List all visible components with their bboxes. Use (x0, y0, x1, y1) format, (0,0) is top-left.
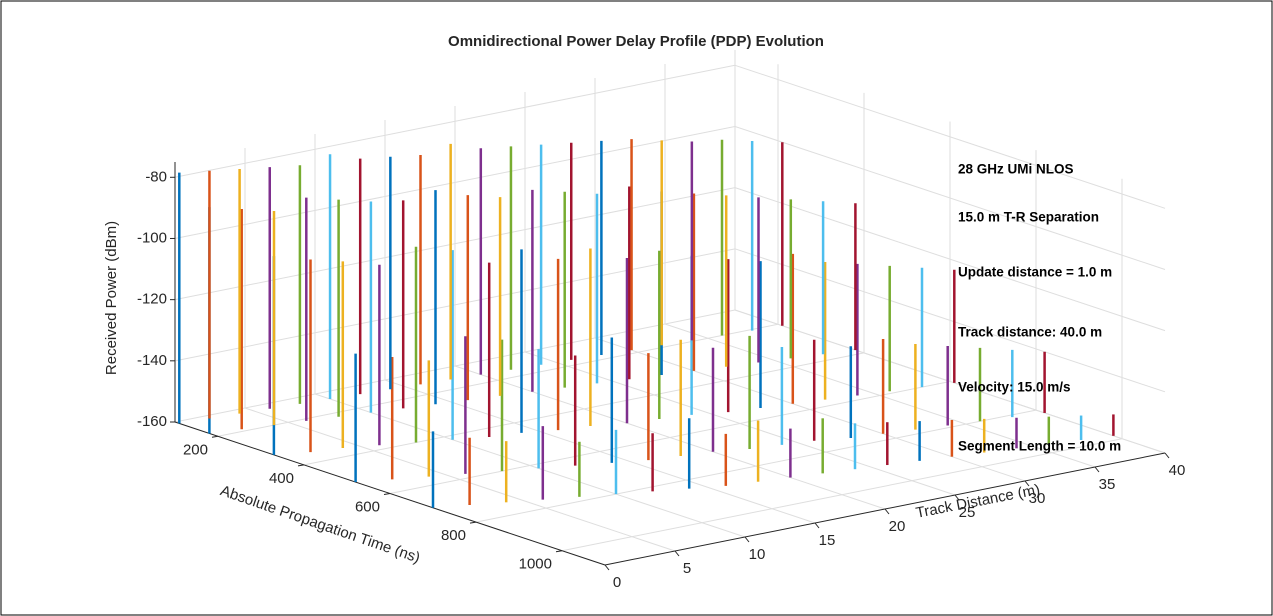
grid-line (389, 381, 951, 494)
x-tick-label: 30 (1029, 490, 1046, 507)
tick-mark (814, 522, 820, 529)
x-tick-label: 5 (683, 560, 691, 577)
y-tick-label: 200 (183, 441, 208, 458)
y-tick-label: 800 (441, 527, 466, 544)
y-tick-label: 600 (355, 498, 380, 515)
x-tick-label: 15 (819, 532, 836, 549)
tick-mark (469, 521, 477, 524)
y-tick-label: 1000 (519, 556, 552, 573)
tick-mark (744, 536, 750, 543)
grid-line (174, 64, 736, 178)
x-tick-label: 20 (889, 518, 906, 535)
z-tick-label: -120 (137, 291, 167, 308)
grid-line (734, 125, 1166, 270)
tick-mark (297, 464, 305, 467)
x-tick-label: 10 (749, 546, 766, 563)
grid-line (174, 125, 736, 239)
z-tick-label: -80 (145, 168, 167, 185)
grid-line (734, 187, 1166, 332)
tick-mark (1094, 466, 1100, 473)
z-tick-label: -140 (137, 352, 167, 369)
grid-line (561, 438, 1123, 552)
grid-line (174, 187, 736, 301)
x-tick-label: 35 (1099, 476, 1116, 493)
tick-mark (383, 493, 391, 495)
tick-mark (954, 494, 960, 501)
y-tick-label: 400 (269, 470, 294, 487)
tick-mark (555, 550, 563, 553)
z-axis-label: Received Power (dBm) (103, 221, 120, 375)
z-tick-label: -160 (137, 413, 167, 430)
grid-line (475, 409, 1037, 523)
tick-mark (211, 435, 219, 438)
annotation: 28 GHz UMi NLOS (958, 162, 1074, 177)
annotation: Segment Length = 10.0 m (958, 439, 1121, 454)
tick-mark (1164, 452, 1170, 459)
tick-mark (674, 550, 680, 557)
grid-line (303, 352, 865, 466)
annotation: Track distance: 40.0 m (958, 325, 1102, 340)
annotation: Update distance = 1.0 m (958, 265, 1112, 280)
grid-line (734, 309, 1166, 454)
tick-mark (1024, 480, 1030, 487)
x-tick-label: 40 (1169, 462, 1186, 479)
x-tick-label: 0 (613, 574, 621, 591)
grid-line (174, 248, 736, 362)
chart-title: Omnidirectional Power Delay Profile (PDP… (448, 33, 824, 50)
x-tick-label: 25 (959, 504, 976, 521)
grid-line (734, 248, 1166, 393)
tick-mark (604, 564, 610, 571)
grid-line (174, 309, 736, 423)
tick-mark (884, 508, 890, 515)
annotation: 15.0 m T-R Separation (958, 210, 1099, 225)
grid-line (734, 64, 1166, 209)
z-tick-label: -100 (137, 229, 167, 246)
annotation: Velocity: 15.0 m/s (958, 380, 1071, 395)
